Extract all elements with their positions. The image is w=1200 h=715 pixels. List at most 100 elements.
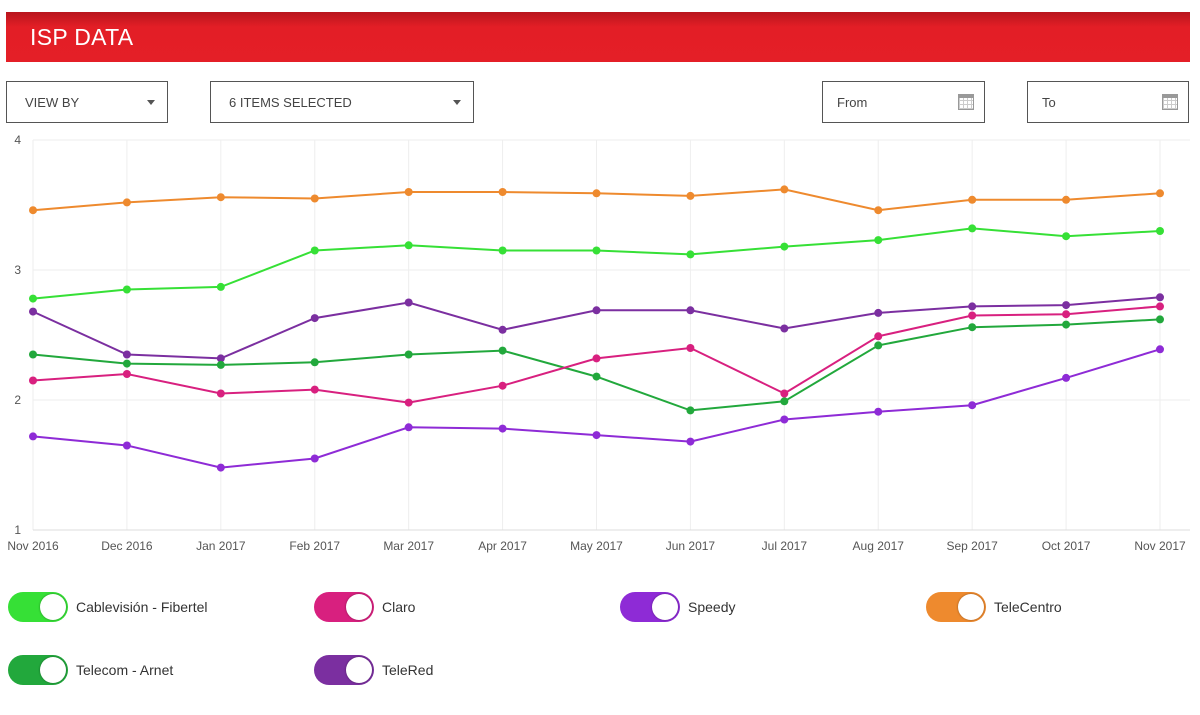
view-by-dropdown[interactable]: VIEW BY	[6, 81, 168, 123]
legend-toggle-speedy[interactable]: Speedy	[620, 592, 735, 622]
data-point	[874, 236, 883, 245]
data-point	[1156, 293, 1164, 302]
data-point	[874, 206, 883, 215]
chevron-down-icon	[147, 100, 155, 105]
calendar-icon[interactable]	[1162, 94, 1178, 110]
data-point	[216, 282, 225, 291]
data-point	[592, 189, 601, 198]
y-tick-label: 4	[14, 133, 21, 147]
toggle-switch[interactable]	[8, 655, 68, 685]
data-point	[1156, 315, 1164, 324]
toggle-knob	[40, 594, 66, 620]
legend-toggle-telered[interactable]: TeleRed	[314, 655, 433, 685]
toggle-switch[interactable]	[620, 592, 680, 622]
toggle-switch[interactable]	[314, 655, 374, 685]
data-point	[686, 306, 695, 315]
x-tick-label: Mar 2017	[383, 539, 434, 553]
to-date-input[interactable]: To	[1027, 81, 1189, 123]
from-placeholder: From	[837, 94, 868, 110]
data-point	[216, 193, 225, 202]
data-point	[310, 385, 319, 394]
legend-toggle-telecentro[interactable]: TeleCentro	[926, 592, 1062, 622]
toggle-switch[interactable]	[926, 592, 986, 622]
toggle-knob	[40, 657, 66, 683]
legend-toggle-claro[interactable]: Claro	[314, 592, 415, 622]
legend-toggle-telecom-arnet[interactable]: Telecom - Arnet	[8, 655, 173, 685]
data-point	[780, 397, 789, 406]
data-point	[968, 302, 977, 311]
data-point	[1062, 310, 1071, 319]
data-point	[1062, 301, 1071, 310]
data-point	[592, 354, 601, 363]
data-point	[592, 372, 601, 381]
calendar-icon[interactable]	[958, 94, 974, 110]
data-point	[686, 406, 695, 415]
data-point	[686, 250, 695, 259]
x-tick-label: Oct 2017	[1042, 539, 1091, 553]
data-point	[1156, 189, 1164, 198]
items-selected-label: 6 ITEMS SELECTED	[229, 94, 352, 110]
x-tick-label: Aug 2017	[853, 539, 905, 553]
data-point	[29, 294, 37, 303]
data-point	[404, 350, 413, 359]
data-point	[1062, 195, 1071, 204]
x-tick-label: Apr 2017	[478, 539, 527, 553]
data-point	[310, 314, 319, 323]
from-date-input[interactable]: From	[822, 81, 985, 123]
data-point	[874, 341, 883, 350]
data-point	[968, 224, 977, 233]
data-point	[498, 325, 507, 334]
data-point	[310, 454, 319, 463]
to-placeholder: To	[1042, 94, 1056, 110]
data-point	[498, 346, 507, 355]
y-tick-label: 3	[14, 263, 21, 277]
x-tick-label: May 2017	[570, 539, 623, 553]
data-point	[780, 185, 789, 194]
data-point	[592, 431, 601, 440]
page-title: ISP DATA	[30, 24, 134, 50]
x-tick-label: Nov 2016	[7, 539, 59, 553]
data-point	[874, 308, 883, 317]
data-point	[29, 350, 37, 359]
toggle-knob	[346, 657, 372, 683]
data-point	[780, 242, 789, 251]
chevron-down-icon	[453, 100, 461, 105]
data-point	[780, 389, 789, 398]
data-point	[592, 306, 601, 315]
x-tick-label: Jun 2017	[666, 539, 716, 553]
data-point	[968, 195, 977, 204]
data-point	[592, 246, 601, 255]
data-point	[29, 432, 37, 441]
items-select-dropdown[interactable]: 6 ITEMS SELECTED	[210, 81, 474, 123]
data-point	[310, 358, 319, 367]
legend-label: Speedy	[688, 599, 736, 615]
x-tick-label: Jan 2017	[196, 539, 246, 553]
toggle-knob	[652, 594, 678, 620]
data-point	[29, 206, 37, 215]
data-point	[686, 437, 695, 446]
view-by-label: VIEW BY	[25, 94, 80, 110]
data-point	[686, 191, 695, 200]
data-point	[1062, 320, 1071, 329]
x-tick-label: Sep 2017	[946, 539, 998, 553]
data-point	[780, 324, 789, 333]
data-point	[968, 401, 977, 410]
data-point	[122, 198, 131, 207]
data-point	[404, 241, 413, 250]
data-point	[122, 350, 131, 359]
data-point	[1156, 345, 1164, 354]
toggle-switch[interactable]	[314, 592, 374, 622]
data-point	[122, 359, 131, 368]
legend-label: Claro	[382, 599, 416, 615]
data-point	[29, 307, 37, 316]
data-point	[498, 381, 507, 390]
page-header: ISP DATA	[6, 12, 1190, 62]
data-point	[1062, 232, 1071, 241]
legend-toggle-cablevisi-n-fibertel[interactable]: Cablevisión - Fibertel	[8, 592, 208, 622]
data-point	[216, 389, 225, 398]
data-point	[1062, 373, 1071, 382]
data-point	[29, 376, 37, 385]
legend-label: Cablevisión - Fibertel	[76, 599, 208, 615]
toggle-switch[interactable]	[8, 592, 68, 622]
x-tick-label: Jul 2017	[762, 539, 808, 553]
